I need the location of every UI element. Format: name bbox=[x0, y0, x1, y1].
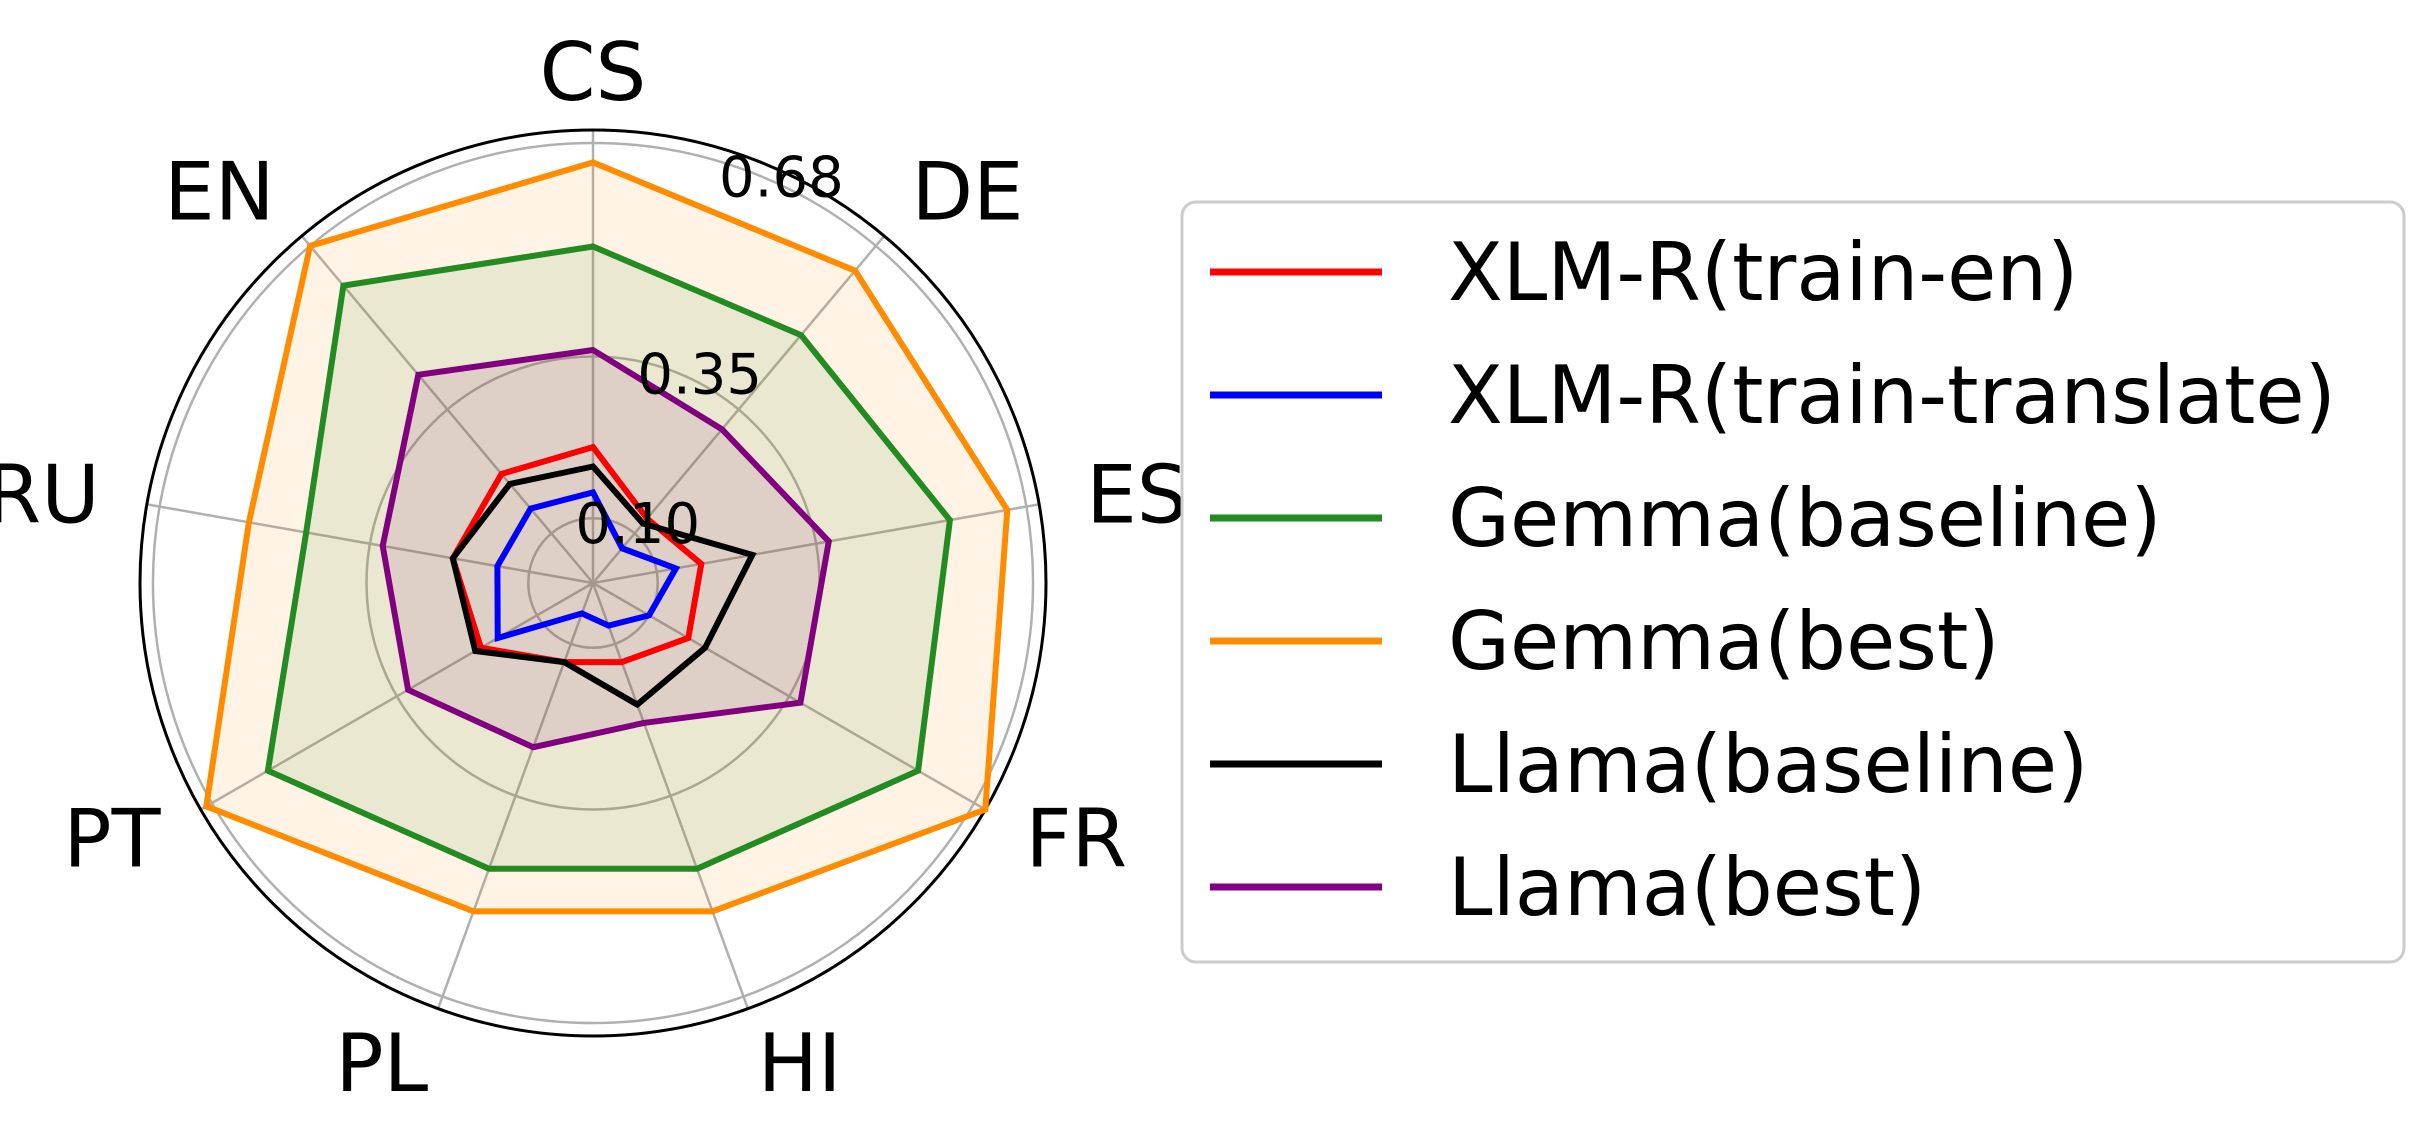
axis-label-de: DE bbox=[911, 146, 1023, 239]
radial-tick-label-0: 0.10 bbox=[575, 492, 700, 557]
axis-label-cs: CS bbox=[540, 26, 647, 119]
legend-label-3: Gemma(best) bbox=[1448, 595, 2000, 688]
series-fill-gemma-baseline bbox=[267, 246, 950, 869]
legend-label-5: Llama(best) bbox=[1448, 841, 1926, 934]
spoke-hi bbox=[591, 582, 750, 1010]
radial-tick-label-1: 0.35 bbox=[637, 343, 762, 408]
spoke-en bbox=[300, 235, 594, 584]
legend-label-2: Gemma(baseline) bbox=[1448, 472, 2162, 565]
legend: XLM-R(train-en) XLM-R(train-translate) Gem… bbox=[1180, 200, 2406, 964]
series-fill-gemma-best bbox=[206, 162, 1008, 912]
spoke-ru bbox=[146, 503, 594, 585]
spoke-pl bbox=[436, 582, 595, 1010]
series-line-gemma-baseline bbox=[264, 243, 954, 872]
axis-label-ru: RU bbox=[0, 448, 100, 541]
series-lines bbox=[202, 159, 1011, 915]
series-line-gemma-best bbox=[202, 159, 1011, 915]
series-line-xlm-r-train-en bbox=[449, 443, 705, 666]
axis-label-fr: FR bbox=[1026, 793, 1128, 886]
series-line-xlm-r-train-translate bbox=[494, 488, 681, 642]
axis-label-en: EN bbox=[164, 146, 274, 239]
legend-label-0: XLM-R(train-en) bbox=[1448, 226, 2078, 319]
series-fills bbox=[206, 162, 1008, 912]
series-line-llama-baseline bbox=[449, 463, 757, 709]
axis-label-es: ES bbox=[1086, 448, 1187, 541]
spoke-es bbox=[592, 503, 1040, 585]
legend-label-1: XLM-R(train-translate) bbox=[1448, 349, 2336, 442]
radial-tick-label-2: 0.68 bbox=[719, 145, 844, 210]
axis-label-pl: PL bbox=[335, 1017, 428, 1110]
legend-label-4: Llama(baseline) bbox=[1448, 718, 2088, 811]
legend-frame bbox=[1180, 200, 2406, 964]
axis-labels: CS DE ES FR HI PL PT RU EN bbox=[0, 26, 1188, 1110]
radial-tick-labels: 0.10 0.35 0.68 bbox=[575, 145, 843, 557]
axis-label-hi: HI bbox=[758, 1017, 842, 1110]
polar-frame bbox=[138, 128, 1048, 1038]
axis-label-pt: PT bbox=[63, 793, 161, 886]
series-line-llama-best bbox=[379, 346, 833, 751]
